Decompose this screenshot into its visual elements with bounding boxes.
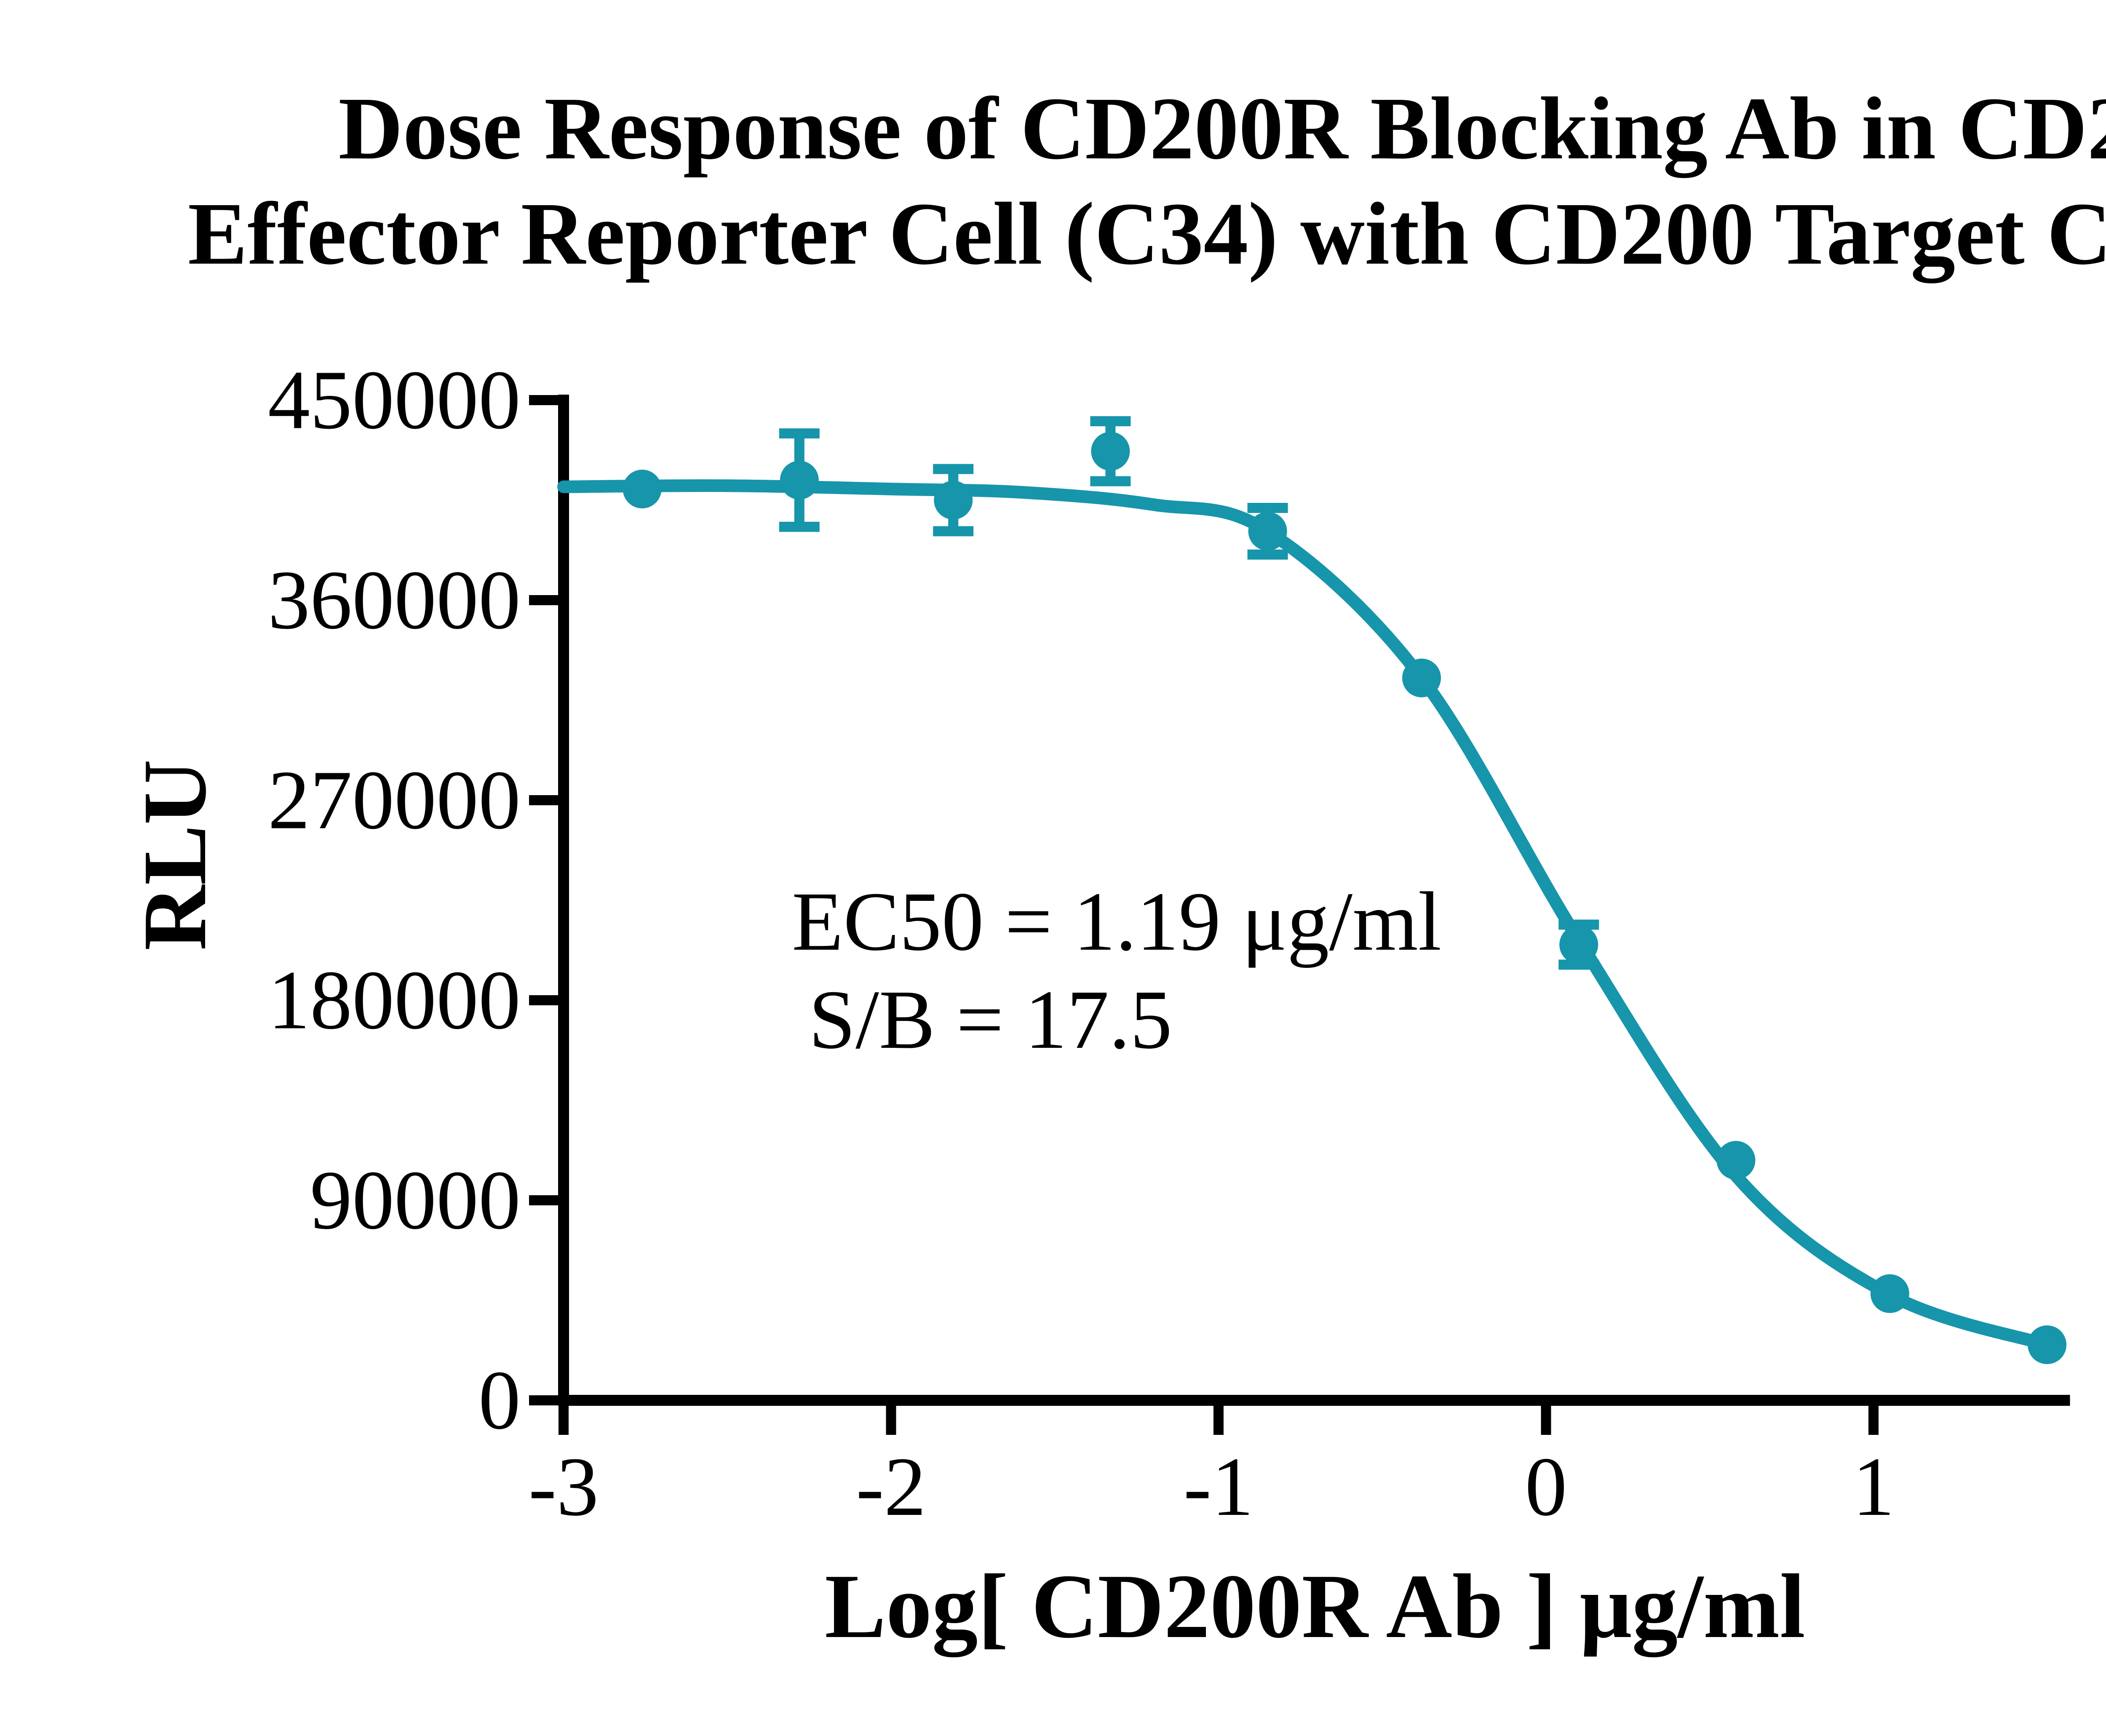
y-tick-label: 450000 [268,354,521,447]
annotation-sb: S/B = 17.5 [809,973,1172,1066]
chart-title-line1: Dose Response of CD200R Blocking Ab in C… [338,79,2106,178]
x-tick-label: 1 [1852,1440,1895,1533]
y-tick-label: 180000 [268,954,521,1047]
data-point-marker [1870,1274,1909,1313]
data-point-marker [1716,1141,1756,1180]
y-tick-label: 360000 [268,554,521,647]
data-point-marker [1248,512,1287,551]
y-axis-title: RLU [124,759,225,951]
data-point-marker [2028,1325,2067,1365]
x-tick-label: 0 [1525,1440,1567,1533]
chart-title-line2: Effector Reporter Cell (C34) with CD200 … [188,184,2106,283]
y-tick-label: 90000 [310,1154,521,1247]
fit-curve [557,479,2054,1351]
x-axis-title: Log[ CD200R Ab ] μg/ml [825,1556,1805,1657]
data-point-marker [1559,925,1598,964]
data-point-marker [1402,658,1441,697]
x-tick-label: -1 [1184,1440,1254,1533]
annotation-ec50: EC50 = 1.19 μg/ml [792,875,1442,968]
annotation-block: EC50 = 1.19 μg/ml S/B = 17.5 [792,873,1441,1069]
data-point-marker [934,481,973,520]
data-point-marker [623,470,662,509]
data-point-marker [780,461,819,499]
y-tick-label: 270000 [268,754,521,847]
data-point-marker [1091,432,1130,471]
x-tick-label: -2 [856,1440,926,1533]
chart-title: Dose Response of CD200R Blocking Ab in C… [0,76,2106,286]
y-tick-label: 0 [478,1354,521,1447]
x-tick-label: -3 [529,1440,599,1533]
